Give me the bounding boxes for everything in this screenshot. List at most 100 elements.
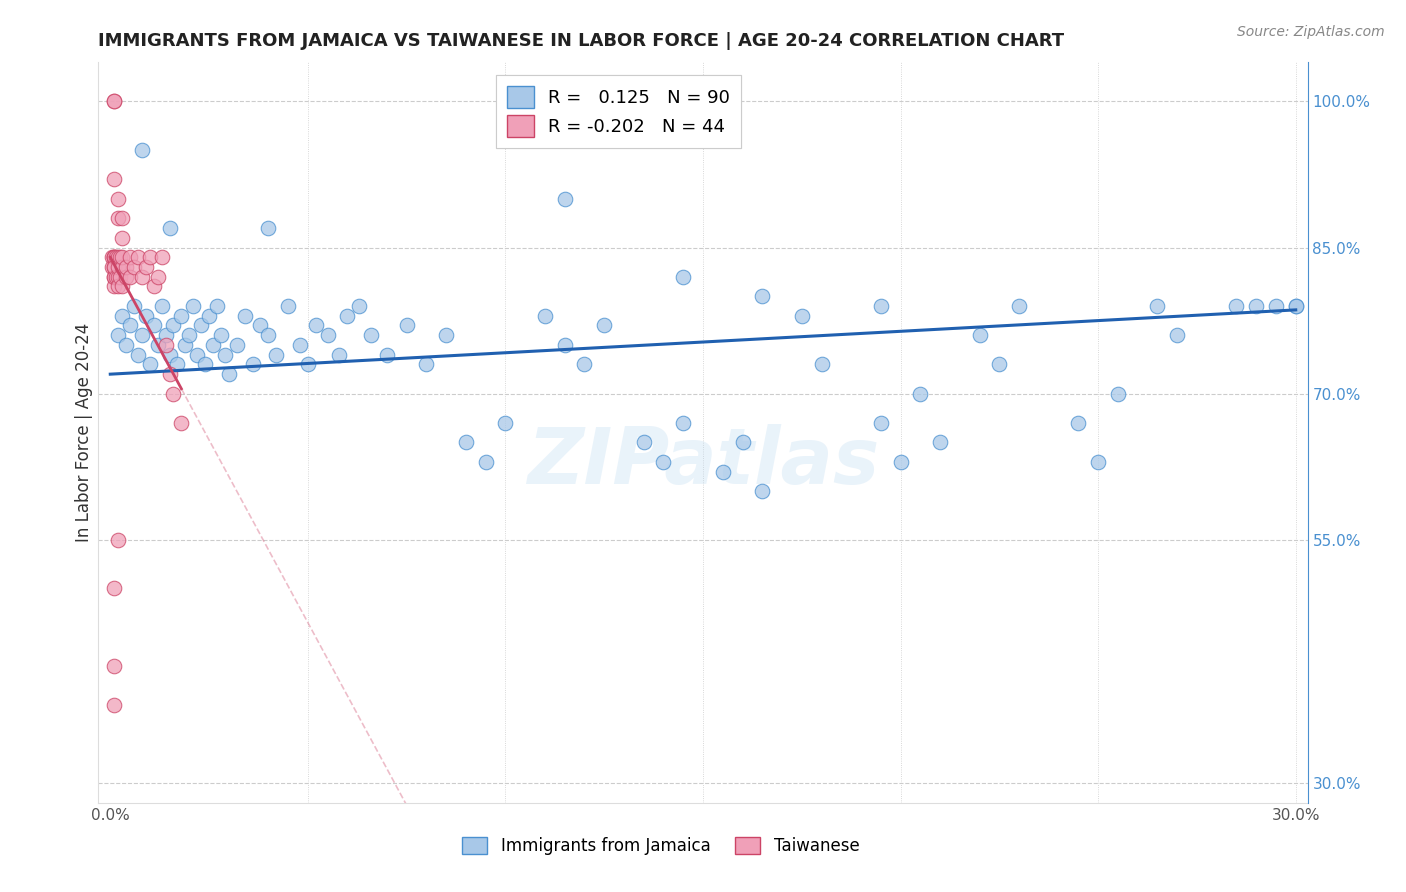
Point: [181, 299, 204, 313]
Point: [159, 367, 181, 381]
Point: [209, 328, 232, 343]
Point: [103, 279, 125, 293]
Point: [554, 192, 576, 206]
Point: [375, 348, 398, 362]
Point: [103, 250, 125, 264]
Point: [554, 338, 576, 352]
Point: [142, 318, 165, 333]
Point: [115, 338, 138, 352]
Point: [135, 309, 157, 323]
Point: [988, 358, 1011, 372]
Point: [249, 318, 271, 333]
Point: [103, 269, 125, 284]
Legend: Immigrants from Jamaica, Taiwanese: Immigrants from Jamaica, Taiwanese: [456, 830, 866, 862]
Point: [139, 250, 162, 264]
Point: [118, 269, 141, 284]
Point: [225, 338, 247, 352]
Point: [347, 299, 370, 313]
Point: [107, 211, 129, 226]
Point: [1087, 455, 1109, 469]
Point: [1146, 299, 1168, 313]
Point: [103, 260, 125, 274]
Point: [101, 250, 124, 264]
Point: [672, 269, 695, 284]
Point: [336, 309, 359, 323]
Point: [111, 279, 134, 293]
Point: [574, 358, 596, 372]
Point: [194, 358, 217, 372]
Point: [790, 309, 813, 323]
Point: [174, 338, 197, 352]
Point: [155, 338, 177, 352]
Point: [122, 260, 145, 274]
Point: [297, 358, 319, 372]
Point: [186, 348, 208, 362]
Point: [929, 435, 952, 450]
Point: [1166, 328, 1188, 343]
Legend: R =   0.125   N = 90, R = -0.202   N = 44: R = 0.125 N = 90, R = -0.202 N = 44: [496, 75, 741, 148]
Point: [150, 250, 173, 264]
Point: [115, 269, 138, 284]
Point: [198, 309, 221, 323]
Point: [162, 318, 184, 333]
Point: [890, 455, 912, 469]
Point: [1265, 299, 1288, 313]
Point: [118, 318, 141, 333]
Point: [810, 358, 832, 372]
Point: [434, 328, 457, 343]
Point: [131, 328, 153, 343]
Point: [1008, 299, 1031, 313]
Point: [277, 299, 299, 313]
Point: [105, 269, 128, 284]
Y-axis label: In Labor Force | Age 20-24: In Labor Force | Age 20-24: [75, 323, 93, 542]
Point: [107, 279, 129, 293]
Point: [103, 269, 125, 284]
Point: [107, 260, 129, 274]
Point: [672, 416, 695, 430]
Point: [166, 358, 188, 372]
Point: [103, 95, 125, 109]
Point: [122, 299, 145, 313]
Point: [142, 279, 165, 293]
Point: [107, 269, 129, 284]
Point: [969, 328, 991, 343]
Point: [202, 338, 225, 352]
Point: [115, 260, 138, 274]
Point: [139, 358, 162, 372]
Point: [205, 299, 228, 313]
Point: [593, 318, 616, 333]
Point: [395, 318, 418, 333]
Point: [454, 435, 477, 450]
Point: [711, 465, 734, 479]
Point: [103, 698, 125, 713]
Point: [288, 338, 311, 352]
Point: [111, 211, 134, 226]
Point: [316, 328, 339, 343]
Point: [233, 309, 256, 323]
Point: [107, 328, 129, 343]
Text: ZIPatlas: ZIPatlas: [527, 425, 879, 500]
Point: [170, 309, 193, 323]
Point: [111, 250, 134, 264]
Point: [494, 416, 516, 430]
Point: [170, 416, 193, 430]
Point: [103, 250, 125, 264]
Point: [305, 318, 328, 333]
Point: [103, 659, 125, 673]
Point: [107, 533, 129, 547]
Point: [162, 386, 184, 401]
Point: [146, 338, 169, 352]
Point: [107, 192, 129, 206]
Point: [103, 582, 125, 596]
Text: Source: ZipAtlas.com: Source: ZipAtlas.com: [1237, 25, 1385, 39]
Point: [150, 299, 173, 313]
Point: [869, 299, 891, 313]
Point: [146, 269, 169, 284]
Point: [534, 309, 557, 323]
Point: [242, 358, 264, 372]
Point: [1225, 299, 1247, 313]
Point: [910, 386, 932, 401]
Point: [1285, 299, 1308, 313]
Point: [103, 172, 125, 186]
Point: [111, 260, 134, 274]
